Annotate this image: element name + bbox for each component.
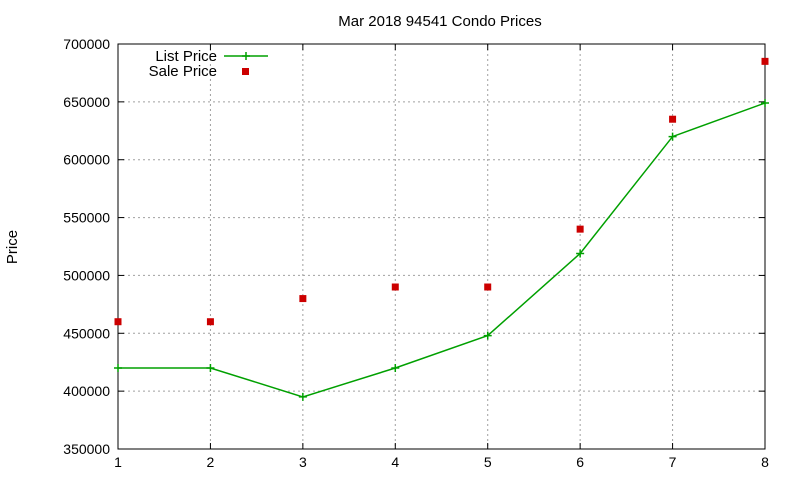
y-tick-label: 450000: [63, 325, 110, 341]
y-tick-label: 600000: [63, 152, 110, 168]
y-tick-label: 550000: [63, 210, 110, 226]
point-list-price: [761, 99, 769, 108]
x-tick-label: 4: [391, 454, 399, 470]
y-tick-label: 350000: [63, 441, 110, 457]
legend: List Price Sale Price: [149, 48, 268, 80]
y-tick-label: 500000: [63, 267, 110, 283]
point-sale-price: [576, 225, 584, 233]
point-list-price: [576, 249, 585, 258]
legend-label-sale-price: Sale Price: [149, 63, 217, 80]
point-list-price: [668, 132, 677, 141]
series-line-list-price: [118, 102, 766, 398]
point-list-price: [114, 364, 122, 372]
y-tick-label: 400000: [63, 383, 110, 399]
series: [114, 57, 769, 401]
point-list-price: [483, 331, 492, 340]
point-list-price: [206, 364, 215, 372]
chart-title: Mar 2018 94541 Condo Prices: [338, 13, 541, 30]
point-list-price: [298, 392, 307, 401]
point-sale-price: [299, 295, 307, 303]
grid: [118, 44, 765, 449]
point-sale-price: [484, 283, 492, 291]
y-axis-label: Price: [4, 230, 21, 264]
plot-frame: [117, 43, 766, 450]
point-sale-price: [206, 318, 214, 326]
y-axis-ticks: 350000 400000 450000 500000 550000 600000 6500…: [63, 36, 765, 457]
x-tick-label: 7: [669, 454, 677, 470]
legend-marker-list-price: [242, 52, 250, 60]
x-tick-label: 2: [207, 454, 215, 470]
x-tick-label: 8: [761, 454, 769, 470]
x-tick-label: 1: [114, 454, 122, 470]
point-sale-price: [391, 283, 399, 291]
point-list-price: [391, 364, 400, 372]
legend-marker-sale-price: [242, 68, 249, 75]
x-axis-ticks: 1 2 3 4 5 6 7 8: [114, 44, 769, 470]
y-tick-label: 650000: [63, 94, 110, 110]
y-tick-label: 700000: [63, 36, 110, 52]
x-tick-label: 3: [299, 454, 307, 470]
point-sale-price: [761, 57, 769, 65]
point-sale-price: [114, 318, 122, 326]
x-tick-label: 6: [576, 454, 584, 470]
x-tick-label: 5: [484, 454, 492, 470]
point-sale-price: [669, 115, 677, 123]
legend-label-list-price: List Price: [155, 48, 217, 65]
